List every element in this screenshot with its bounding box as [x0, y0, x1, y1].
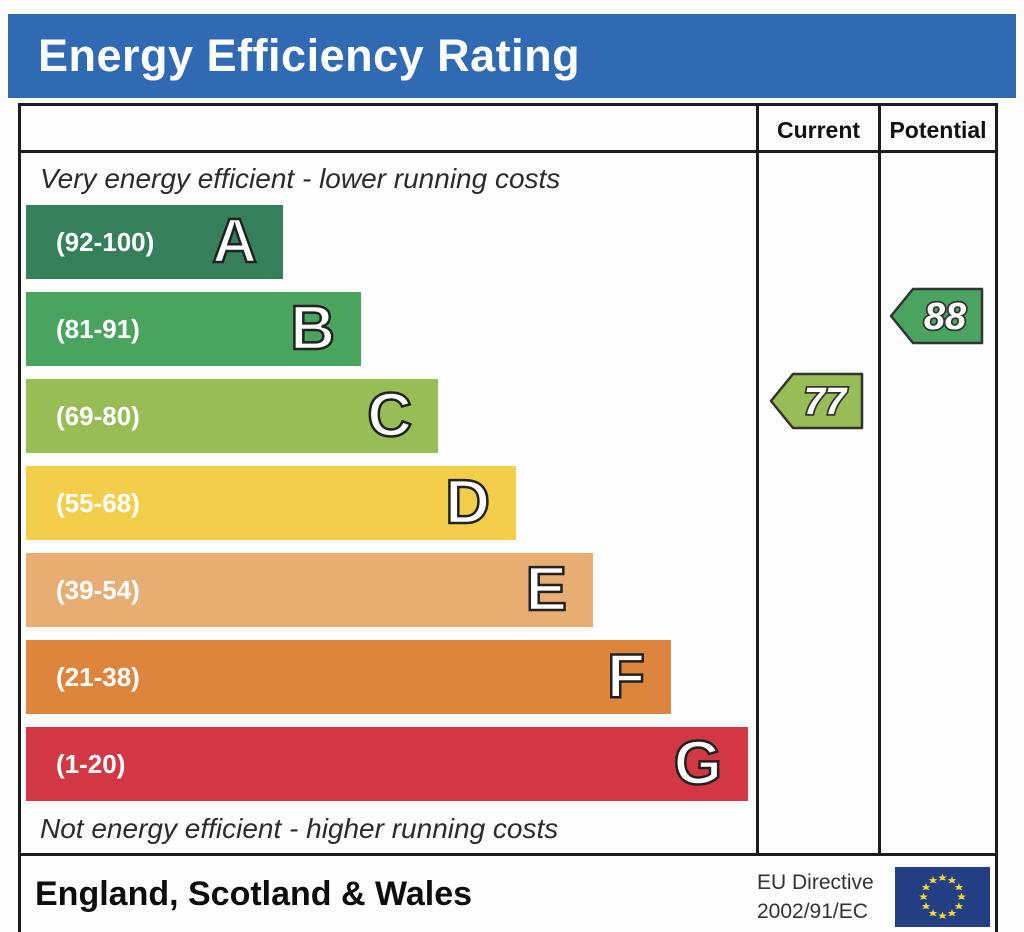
band-row-a: (92-100) A [26, 205, 283, 279]
potential-rating-value: 88 [924, 296, 967, 338]
header-row-divider [18, 150, 998, 153]
band-row-b: (81-91) B [26, 292, 361, 366]
potential-column-divider [878, 103, 881, 856]
left-arrow-icon [889, 287, 984, 345]
title-bar: Energy Efficiency Rating [8, 14, 1016, 98]
band-range-label: (69-80) [56, 400, 140, 431]
band-letter: G [673, 729, 724, 798]
band-range-label: (81-91) [56, 313, 140, 344]
current-column-header: Current [776, 116, 861, 143]
eu-directive-line1: EU Directive [757, 871, 874, 894]
left-arrow-icon [769, 372, 864, 430]
band-letter: F [606, 642, 646, 711]
current-rating-value: 77 [804, 381, 848, 423]
band-row-g: (1-20) G [26, 727, 748, 801]
table-border-right [995, 103, 998, 932]
band-letter: B [289, 294, 336, 363]
eu-directive-line2: 2002/91/EC [757, 900, 868, 923]
bottom-note: Not energy efficient - higher running co… [40, 813, 559, 844]
page-title: Energy Efficiency Rating [38, 30, 581, 81]
eu-flag-icon [895, 867, 990, 927]
table-border-top [18, 103, 998, 106]
band-row-e: (39-54) E [26, 553, 593, 627]
potential-column-header: Potential [889, 116, 987, 143]
band-row-c: (69-80) C [26, 379, 438, 453]
band-letter: A [211, 207, 258, 276]
band-range-label: (55-68) [56, 487, 140, 518]
current-rating-arrow: 77 [769, 372, 864, 430]
band-range-label: (92-100) [56, 226, 155, 257]
potential-rating-arrow: 88 [889, 287, 984, 345]
table-border-left [18, 103, 21, 932]
band-range-label: (1-20) [56, 748, 126, 779]
band-letter: C [366, 381, 413, 450]
band-letter: D [444, 468, 491, 537]
top-note: Very energy efficient - lower running co… [40, 163, 561, 194]
band-range-label: (39-54) [56, 574, 140, 605]
current-column-divider [756, 103, 759, 856]
band-row-d: (55-68) D [26, 466, 516, 540]
band-letter: E [524, 555, 568, 624]
region-label: England, Scotland & Wales [35, 875, 473, 913]
band-row-f: (21-38) F [26, 640, 671, 714]
band-range-label: (21-38) [56, 661, 140, 692]
eu-directive-label: EU Directive 2002/91/EC [757, 868, 874, 926]
footer-row-divider [18, 853, 998, 856]
